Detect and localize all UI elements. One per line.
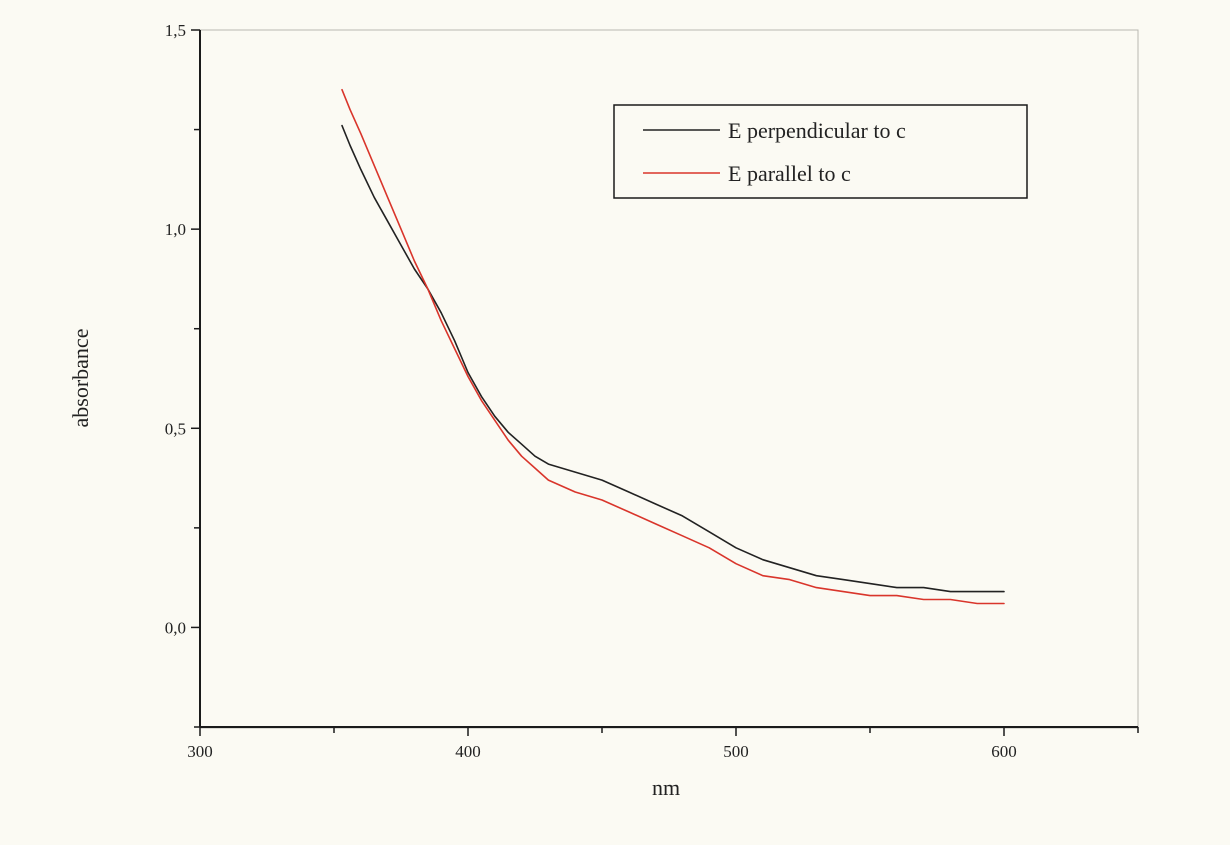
legend-label-perpendicular: E perpendicular to c <box>728 118 906 143</box>
y-tick-label-1: 1,0 <box>165 220 186 239</box>
y-tick-label-0.5: 0,5 <box>165 419 186 438</box>
plot-area <box>341 88 1005 605</box>
series-line-perpendicular <box>341 124 1005 593</box>
x-tick-label-300: 300 <box>187 742 213 761</box>
legend: E perpendicular to c E parallel to c <box>613 104 1028 199</box>
axis-ticks: 300 400 500 600 0,0 0,5 1,0 1,5 <box>165 21 1139 761</box>
legend-label-parallel: E parallel to c <box>728 161 851 186</box>
x-tick-label-400: 400 <box>455 742 481 761</box>
y-tick-label-0: 0,0 <box>165 618 186 637</box>
legend-box <box>613 104 1028 199</box>
series-line-parallel <box>341 88 1005 605</box>
x-tick-label-500: 500 <box>723 742 749 761</box>
x-tick-label-600: 600 <box>991 742 1017 761</box>
x-axis-title: nm <box>652 775 680 800</box>
y-tick-label-1.5: 1,5 <box>165 21 186 40</box>
y-axis-title: absorbance <box>68 329 93 428</box>
